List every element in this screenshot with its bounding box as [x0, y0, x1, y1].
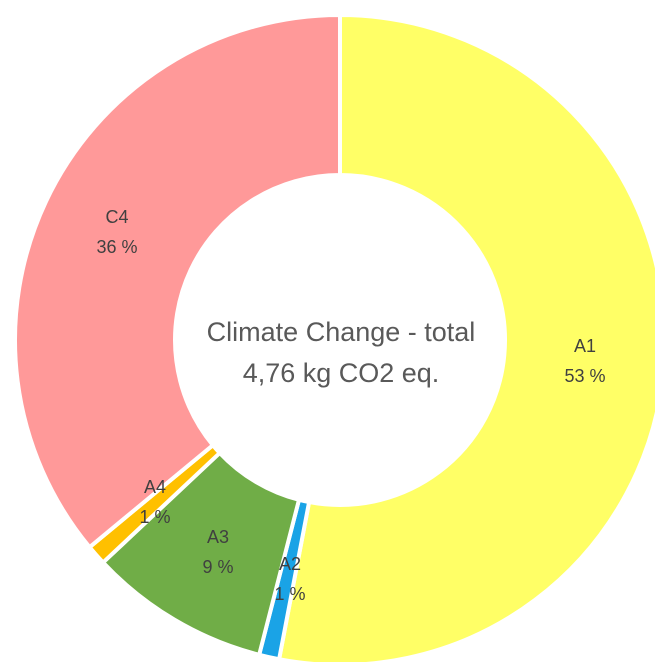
slice-percent-a4: 1 % [139, 507, 170, 527]
slice-name-a3: A3 [207, 527, 229, 547]
slice-name-a1: A1 [574, 336, 596, 356]
slice-percent-a1: 53 % [564, 366, 605, 386]
slice-name-a4: A4 [144, 477, 166, 497]
slice-a1 [276, 12, 655, 662]
slice-name-c4: C4 [105, 207, 128, 227]
center-value: 4,76 kg CO2 eq. [243, 358, 440, 388]
slice-name-a2: A2 [279, 554, 301, 574]
center-title: Climate Change - total [207, 317, 476, 347]
slices-group [13, 12, 655, 662]
labels-group: A1 53 % A2 1 % A3 9 % A4 1 % C4 36 % [96, 207, 605, 604]
slice-c4 [13, 12, 342, 550]
slice-percent-c4: 36 % [96, 237, 137, 257]
slice-percent-a3: 9 % [202, 557, 233, 577]
slice-percent-a2: 1 % [274, 584, 305, 604]
